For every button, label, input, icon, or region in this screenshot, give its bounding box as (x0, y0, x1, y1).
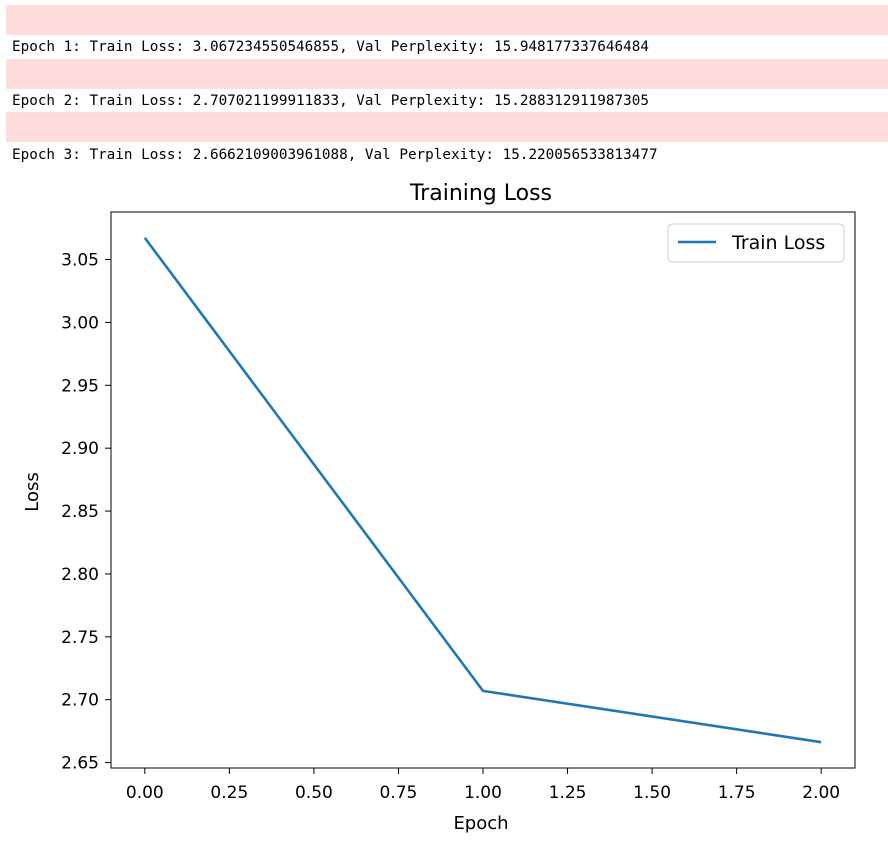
y-tick-label: 2.65 (61, 754, 99, 774)
x-tick-label: 1.25 (549, 783, 587, 803)
y-tick-label: 2.70 (61, 691, 99, 711)
y-axis-label: Loss (22, 472, 43, 511)
legend: Train Loss (667, 223, 845, 263)
x-tick-label: 1.75 (718, 783, 756, 803)
y-tick-label: 2.75 (61, 628, 99, 648)
epoch-log-line: Epoch 3: Train Loss: 2.6662109003961088,… (12, 147, 658, 163)
series-layer (143, 237, 822, 744)
x-tick-label: 0.00 (126, 783, 164, 803)
plot-area-frame (110, 211, 856, 769)
x-tick-label: 0.50 (295, 783, 333, 803)
series-line-train-loss (143, 237, 822, 744)
legend-box (667, 223, 845, 263)
y-tick-label: 3.00 (61, 313, 99, 333)
epoch-log-line: Epoch 1: Train Loss: 3.067234550546855, … (12, 39, 649, 55)
y-tick-label: 2.85 (61, 502, 99, 522)
y-tick-label: 2.95 (61, 376, 99, 396)
x-tick-label: 0.75 (380, 783, 418, 803)
x-tick-label: 1.00 (464, 783, 502, 803)
x-tick-label: 2.00 (802, 783, 840, 803)
y-tick-label: 2.90 (61, 439, 99, 459)
axis-ticks: 0.00 0.25 0.50 0.75 1.00 1.25 1.50 1.75 2.00 2.65… (61, 251, 840, 803)
x-tick-label: 0.25 (210, 783, 248, 803)
stderr-output-bar (6, 59, 888, 89)
stderr-output-bar (6, 112, 888, 142)
y-tick-label: 2.80 (61, 565, 99, 585)
x-axis-label: Epoch (453, 813, 508, 834)
y-tick-label: 3.05 (61, 251, 99, 271)
legend-label: Train Loss (731, 232, 825, 254)
x-tick-label: 1.50 (633, 783, 671, 803)
training-loss-chart: Training Loss 0.00 0.25 0.50 0.75 1.00 1.25 1.… (22, 181, 856, 834)
stderr-output-bar (6, 5, 888, 35)
epoch-log-line: Epoch 2: Train Loss: 2.707021199911833, … (12, 93, 649, 109)
chart-title: Training Loss (409, 181, 552, 206)
